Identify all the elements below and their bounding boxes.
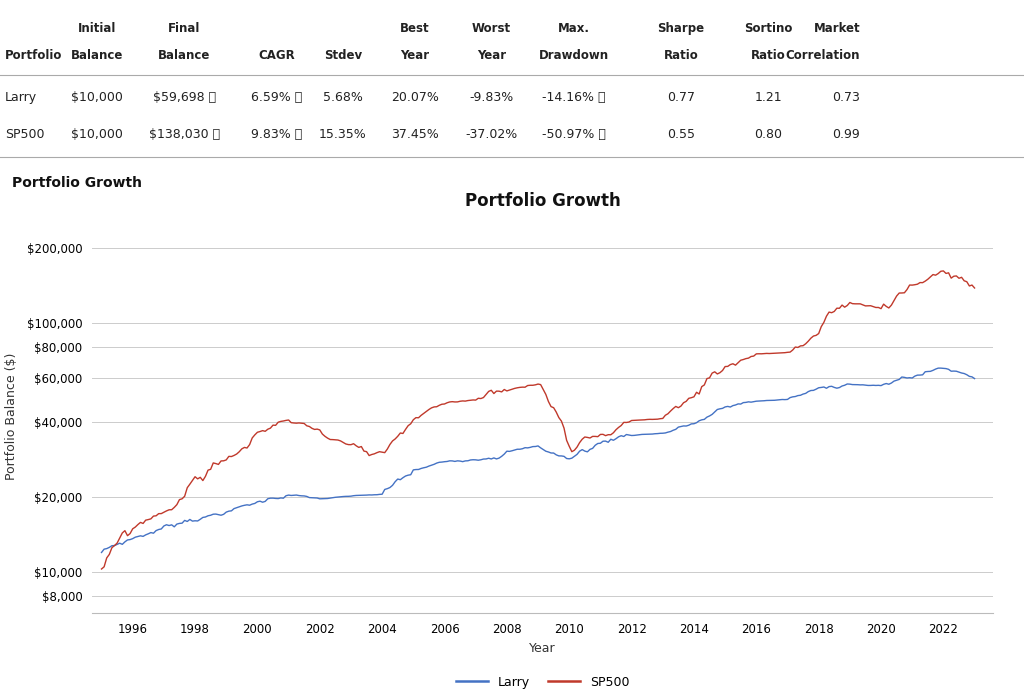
Text: 0.77: 0.77 xyxy=(667,91,695,105)
SP500 xyxy=(114,534,126,542)
Text: Stdev: Stdev xyxy=(324,49,362,62)
Text: 5.68%: 5.68% xyxy=(324,91,362,105)
Text: 20.07%: 20.07% xyxy=(391,91,438,105)
Text: -37.02%: -37.02% xyxy=(465,128,518,141)
Text: 0.80: 0.80 xyxy=(754,128,782,141)
Text: Drawdown: Drawdown xyxy=(539,49,608,62)
Y-axis label: Portfolio Balance ($): Portfolio Balance ($) xyxy=(5,353,18,480)
Line: SP500: SP500 xyxy=(101,271,975,569)
Text: SP500: SP500 xyxy=(5,128,45,141)
Text: Max.: Max. xyxy=(557,22,590,35)
SP500 xyxy=(366,450,378,459)
Larry xyxy=(366,491,378,499)
Larry xyxy=(790,392,802,401)
Text: $10,000: $10,000 xyxy=(72,128,123,141)
Legend: Larry, SP500: Larry, SP500 xyxy=(452,671,634,694)
Text: Correlation: Correlation xyxy=(785,49,860,62)
Text: -50.97% ⓘ: -50.97% ⓘ xyxy=(542,128,605,141)
Text: Portfolio: Portfolio xyxy=(5,49,62,62)
Text: 0.73: 0.73 xyxy=(833,91,860,105)
Text: 15.35%: 15.35% xyxy=(319,128,367,141)
Text: Sharpe: Sharpe xyxy=(657,22,705,35)
Text: -14.16% ⓘ: -14.16% ⓘ xyxy=(542,91,605,105)
Text: Ratio: Ratio xyxy=(664,49,698,62)
Text: 1.21: 1.21 xyxy=(755,91,781,105)
Text: 9.83% ⓘ: 9.83% ⓘ xyxy=(251,128,302,141)
Larry xyxy=(778,395,791,404)
Text: $59,698 ⓘ: $59,698 ⓘ xyxy=(153,91,216,105)
SP500 xyxy=(95,565,108,573)
SP500 xyxy=(969,284,981,292)
SP500 xyxy=(778,348,791,357)
Line: Larry: Larry xyxy=(101,368,975,553)
X-axis label: Year: Year xyxy=(529,642,556,654)
Text: CAGR: CAGR xyxy=(258,49,295,62)
Text: Worst: Worst xyxy=(472,22,511,35)
Text: Best: Best xyxy=(400,22,429,35)
Text: Market: Market xyxy=(813,22,860,35)
Text: Year: Year xyxy=(400,49,429,62)
SP500 xyxy=(761,349,773,358)
Text: Balance: Balance xyxy=(158,49,211,62)
Larry xyxy=(577,445,589,454)
SP500 xyxy=(577,435,589,443)
Text: Initial: Initial xyxy=(78,22,117,35)
Text: 0.55: 0.55 xyxy=(667,128,695,141)
Text: Balance: Balance xyxy=(71,49,124,62)
Text: Final: Final xyxy=(168,22,201,35)
Text: Sortino: Sortino xyxy=(743,22,793,35)
Text: 37.45%: 37.45% xyxy=(391,128,438,141)
Larry xyxy=(95,549,108,557)
Text: $138,030 ⓘ: $138,030 ⓘ xyxy=(148,128,220,141)
Text: Portfolio Growth: Portfolio Growth xyxy=(12,176,142,190)
Text: Ratio: Ratio xyxy=(751,49,785,62)
SP500 xyxy=(937,267,949,275)
Text: 6.59% ⓘ: 6.59% ⓘ xyxy=(251,91,302,105)
Larry xyxy=(114,539,126,547)
Text: $10,000: $10,000 xyxy=(72,91,123,105)
Text: -9.83%: -9.83% xyxy=(469,91,514,105)
Larry xyxy=(969,374,981,383)
Text: Larry: Larry xyxy=(5,91,37,105)
Text: 0.99: 0.99 xyxy=(833,128,860,141)
Text: Year: Year xyxy=(477,49,506,62)
Title: Portfolio Growth: Portfolio Growth xyxy=(465,192,621,210)
Larry xyxy=(761,397,773,405)
Larry xyxy=(935,364,947,372)
SP500 xyxy=(790,343,802,351)
